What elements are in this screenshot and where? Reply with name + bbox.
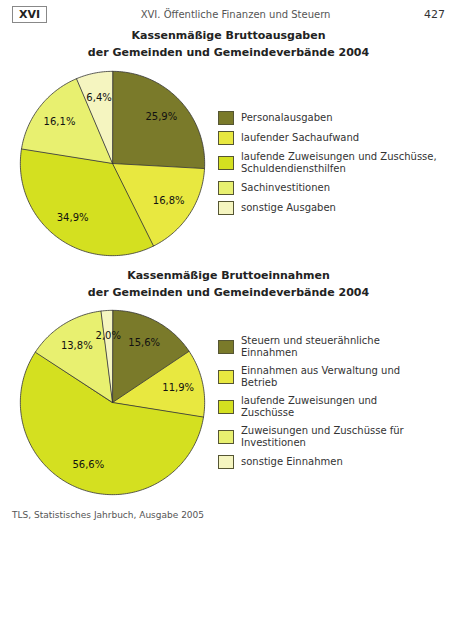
html-text:Zuweisungen und Zuschüsse für: Zuweisungen und Zuschüsse für Investitio… — [241, 425, 404, 449]
svg-text:25,9%: 25,9% — [145, 111, 177, 122]
html-text:sonstige Ausgaben: sonstige Ausgaben — [241, 201, 336, 213]
html-text:XVI. Öffentliche Finanzen und: XVI. Öffentliche Finanzen und Steuern — [140, 9, 331, 20]
html-text:der Gemeinden und Gemeindeverb: der Gemeinden und Gemeindeverbände 2004 — [87, 285, 370, 299]
svg-text:13,8%: 13,8% — [61, 340, 93, 351]
svg-text:34,9%: 34,9% — [57, 212, 89, 223]
svg-text:6,4%: 6,4% — [86, 91, 111, 102]
svg-text:15,6%: 15,6% — [128, 338, 160, 349]
svg-text:56,6%: 56,6% — [72, 460, 104, 471]
svg-text:16,8%: 16,8% — [153, 194, 185, 205]
svg-text:16,1%: 16,1% — [44, 116, 76, 127]
html-text:sonstige Einnahmen: sonstige Einnahmen — [241, 456, 343, 468]
html-text:427: 427 — [424, 8, 445, 21]
svg-text:2,0%: 2,0% — [96, 330, 121, 341]
html-text:laufende Zuweisungen und Zusch: laufende Zuweisungen und Zuschüsse — [241, 395, 378, 419]
html-text:TLS, Statistisches Jahrbuch, A: TLS, Statistisches Jahrbuch, Ausgabe 200… — [12, 510, 204, 521]
html-text:laufende Zuweisungen und Zusch: laufende Zuweisungen und Zuschüsse, Schu… — [241, 150, 437, 174]
html-text:XVI: XVI — [19, 8, 41, 21]
html-text:Kassenmäßige Bruttoausgaben: Kassenmäßige Bruttoausgaben — [131, 29, 326, 42]
html-text:Personalausgaben: Personalausgaben — [241, 111, 333, 123]
html-text:Steuern und steuerähnliche Ein: Steuern und steuerähnliche Einnahmen — [241, 335, 380, 359]
html-text:Kassenmäßige Bruttoeinnahmen: Kassenmäßige Bruttoeinnahmen — [127, 268, 330, 282]
html-text:der Gemeinden und Gemeindeverb: der Gemeinden und Gemeindeverbände 2004 — [87, 45, 370, 59]
svg-text:11,9%: 11,9% — [162, 383, 194, 394]
html-text:Sachinvestitionen: Sachinvestitionen — [241, 181, 331, 193]
html-text:laufender Sachaufwand: laufender Sachaufwand — [241, 131, 360, 143]
html-text:Einnahmen aus Verwaltung und B: Einnahmen aus Verwaltung und Betrieb — [241, 365, 401, 389]
